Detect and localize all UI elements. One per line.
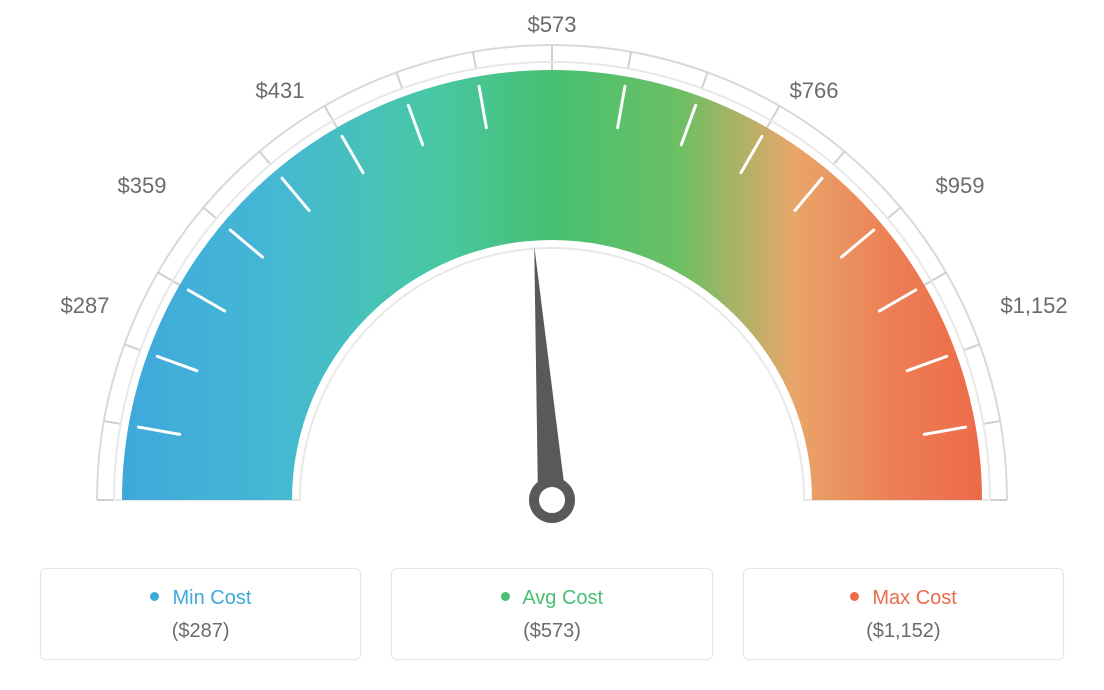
legend-card-max: Max Cost ($1,152) <box>743 568 1064 660</box>
gauge-tick-label: $359 <box>118 173 167 199</box>
gauge-tick-label: $959 <box>936 173 985 199</box>
legend-card-min: Min Cost ($287) <box>40 568 361 660</box>
legend-title-avg: Avg Cost <box>402 587 701 610</box>
gauge-svg <box>0 0 1104 560</box>
legend-value-avg: ($573) <box>402 620 701 643</box>
dot-icon <box>150 592 159 601</box>
dot-icon <box>850 592 859 601</box>
legend-title-min: Min Cost <box>51 587 350 610</box>
gauge-tick-label: $766 <box>790 78 839 104</box>
legend-value-min: ($287) <box>51 620 350 643</box>
cost-gauge-widget: $287 $359 $431 $573 $766 $959 $1,152 Min Cost … <box>0 0 1104 690</box>
legend-title-text: Min Cost <box>172 587 251 609</box>
legend-title-text: Max Cost <box>872 587 956 609</box>
legend-row: Min Cost ($287) Avg Cost ($573) Max Cost… <box>40 568 1064 660</box>
gauge-tick-label: $573 <box>528 12 577 38</box>
legend-title-max: Max Cost <box>754 587 1053 610</box>
legend-title-text: Avg Cost <box>522 587 603 609</box>
gauge-area: $287 $359 $431 $573 $766 $959 $1,152 <box>0 0 1104 560</box>
gauge-tick-label: $431 <box>256 78 305 104</box>
gauge-tick-label: $1,152 <box>1000 293 1067 319</box>
gauge-tick-label: $287 <box>61 293 110 319</box>
legend-value-max: ($1,152) <box>754 620 1053 643</box>
dot-icon <box>501 592 510 601</box>
legend-card-avg: Avg Cost ($573) <box>391 568 712 660</box>
